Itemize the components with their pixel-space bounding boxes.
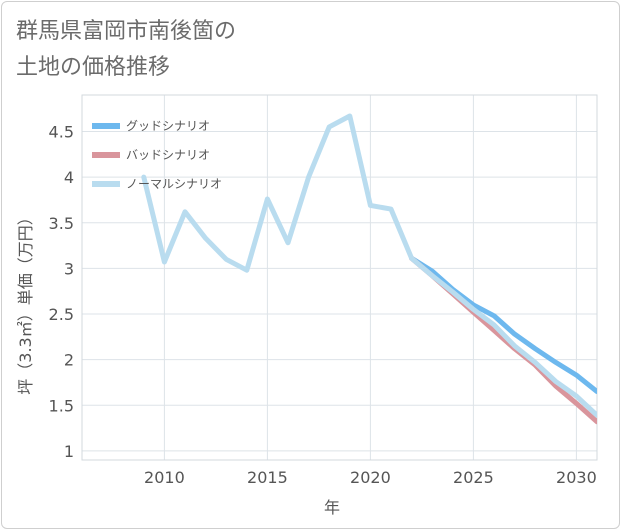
x-tick-label: 2020 <box>350 468 391 487</box>
y-tick-label: 3.5 <box>49 214 74 233</box>
y-tick-label: 2 <box>64 351 74 370</box>
plot-area-border <box>81 94 598 461</box>
legend-label-normal: ノーマルシナリオ <box>126 177 222 191</box>
axis-ticks: 2010 2015 2020 2025 2030 1 1.5 2 2.5 3 3.5 4 4.5 <box>49 123 597 488</box>
x-tick-label: 2025 <box>453 468 494 487</box>
x-tick-label: 2030 <box>556 468 597 487</box>
x-axis-label: 年 <box>324 498 340 517</box>
chart-title-line1: 群馬県富岡市南後箇の <box>16 19 237 44</box>
legend-label-bad: バッドシナリオ <box>126 148 210 162</box>
chart-title: 群馬県富岡市南後箇の 土地の価格推移 <box>16 14 236 86</box>
y-axis-label: 坪（3.3㎡）単価（万円） <box>16 209 35 394</box>
series-lines <box>141 113 597 425</box>
y-tick-label: 1 <box>64 442 74 461</box>
y-tick-label: 1.5 <box>49 396 74 415</box>
series-line-normal <box>141 113 597 418</box>
chart-title-line2: 土地の価格推移 <box>16 55 171 80</box>
y-tick-label: 2.5 <box>49 305 74 324</box>
legend-label-good: グッドシナリオ <box>126 119 210 133</box>
y-tick-label: 4.5 <box>49 123 74 142</box>
grid <box>81 94 598 461</box>
y-tick-label: 4 <box>64 168 74 187</box>
x-tick-label: 2015 <box>247 468 288 487</box>
y-tick-label: 3 <box>64 259 74 278</box>
series-line-good <box>409 255 597 395</box>
x-tick-label: 2010 <box>144 468 185 487</box>
